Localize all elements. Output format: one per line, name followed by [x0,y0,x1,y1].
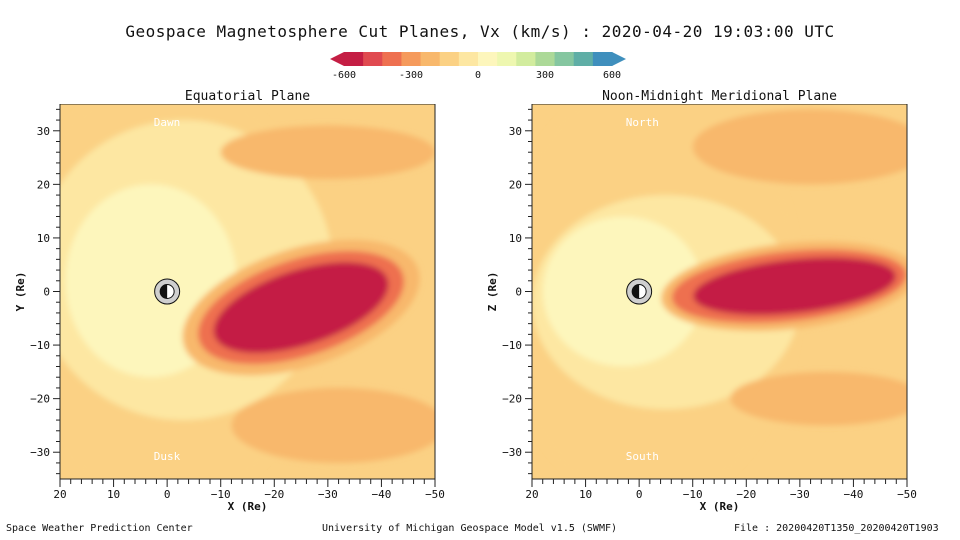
x-tick-label: −30 [790,488,810,501]
x-axis-label: X (Re) [228,500,268,513]
y-axis-label: Y (Re) [14,272,27,312]
colorbar-tick-label: 0 [475,70,481,81]
y-tick-label: 20 [37,178,50,191]
x-tick-label: −10 [211,488,231,501]
x-tick-label: −50 [897,488,917,501]
colorbar-tick-label: 600 [603,70,621,81]
y-tick-label: 10 [509,232,522,245]
x-tick-label: 10 [579,488,592,501]
colorbar-swatch [401,52,422,66]
colorbar-swatch [420,52,441,66]
x-tick-label: −10 [683,488,703,501]
y-tick-label: −20 [502,393,522,406]
x-tick-label: −20 [736,488,756,501]
x-tick-label: 0 [636,488,643,501]
equatorial-plane-title: Equatorial Plane [184,89,311,104]
annotation-bottom: South [626,450,659,463]
colorbar-swatch [497,52,517,66]
colorbar-swatch [382,52,402,66]
x-tick-label: 0 [164,488,171,501]
vx-region [693,257,896,315]
colorbar-arrow-low [330,52,344,66]
figure-title: Geospace Magnetosphere Cut Planes, Vx (k… [125,22,835,41]
earth-night-side [160,284,168,299]
y-tick-label: −30 [502,446,522,459]
x-tick-label: 20 [53,488,66,501]
x-tick-label: −40 [843,488,863,501]
meridional-plane-plot: 20 10 0 −10 −20 −30 −40 −50 30 20 10 0 −10 −20 −30 X (R… [486,104,917,513]
x-tick-label: −30 [318,488,338,501]
x-tick-label: −50 [425,488,445,501]
colorbar-swatch [363,52,383,66]
colorbar-swatch [344,52,364,66]
vx-region [730,371,907,426]
equatorial-plane-plot: 20 10 0 −10 −20 −30 −40 −50 30 20 10 0 −10 −20 −30 X (R… [14,104,445,513]
footer-file: File : 20200420T1350_20200420T1903 [734,523,939,534]
annotation-top: North [626,116,659,129]
annotation-bottom: Dusk [154,450,181,463]
meridional-plane-title: Noon-Midnight Meridional Plane [602,89,837,104]
colorbar-arrow-high [612,52,626,66]
x-axis-label: X (Re) [700,500,740,513]
y-tick-label: −30 [30,446,50,459]
y-axis-label: Z (Re) [486,272,499,312]
annotation-top: Dawn [154,116,181,129]
vx-region [542,216,704,367]
y-tick-label: 0 [43,286,50,299]
earth-night-side [632,284,640,299]
footer-organization: Space Weather Prediction Center [6,523,193,534]
x-tick-label: 20 [525,488,538,501]
colorbar-tick-label: -600 [332,70,356,81]
colorbar-swatch [478,52,498,66]
colorbar-swatch [592,52,613,66]
y-tick-label: −10 [30,339,50,352]
y-tick-label: 30 [509,125,522,138]
y-tick-label: 20 [509,178,522,191]
vx-region [220,125,435,179]
colorbar-swatch [535,52,556,66]
y-tick-label: 10 [37,232,50,245]
colorbar-swatch [573,52,594,66]
colorbar-swatch [439,52,460,66]
x-tick-label: −40 [371,488,391,501]
colorbar-swatch [458,52,479,66]
colorbar-swatch [554,52,575,66]
colorbar-tick-label: -300 [399,70,423,81]
x-tick-label: −20 [264,488,284,501]
vx-region [231,387,435,463]
vx-region [692,109,907,185]
y-tick-label: 0 [515,286,522,299]
y-tick-label: −20 [30,393,50,406]
colorbar-tick-label: 300 [536,70,554,81]
colorbar-swatch [516,52,536,66]
y-tick-label: −10 [502,339,522,352]
footer-model: University of Michigan Geospace Model v1… [322,523,618,534]
vx-region [213,262,389,354]
y-tick-label: 30 [37,125,50,138]
x-tick-label: 10 [107,488,120,501]
vx-colorbar: -600 -300 0 300 600 [330,52,626,81]
